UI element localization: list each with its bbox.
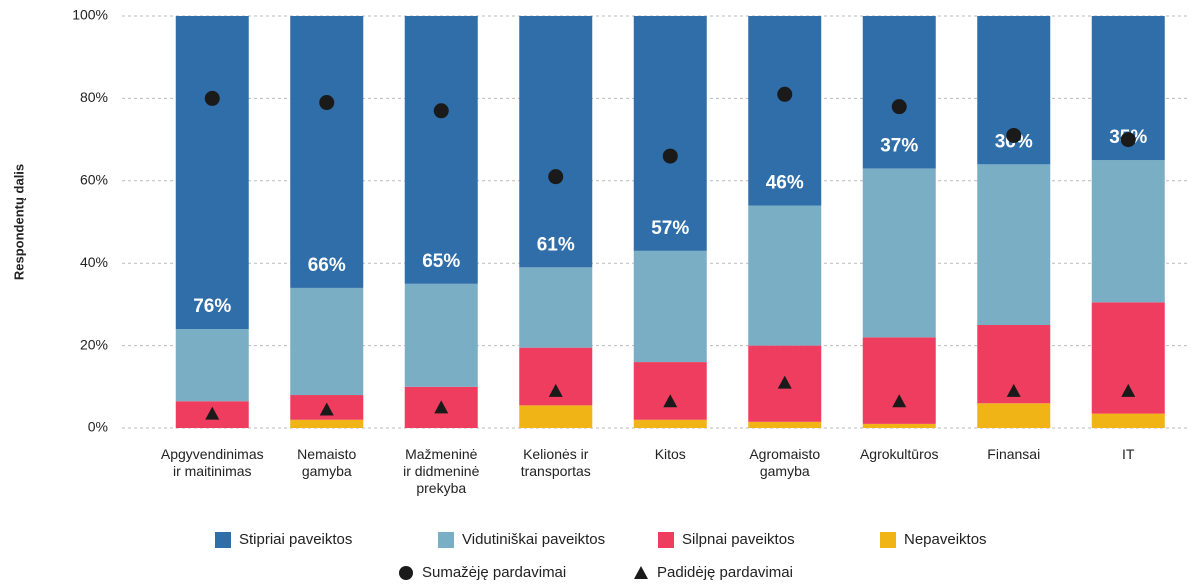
y-tick-label: 20% [80,336,108,352]
x-tick-label: Apgyvendinimas ir maitinimas [160,446,264,479]
marker-circle [433,103,449,119]
bar-segment [862,16,936,169]
bar-segment [1091,413,1165,428]
marker-circle [1120,132,1136,148]
marker-triangle [1006,383,1021,397]
bar-segment [633,16,707,251]
bar-segment [519,267,593,348]
marker-triangle [434,400,449,414]
y-axis-label: Respondentų dalis [11,164,26,280]
legend-swatch [880,532,896,548]
bar-segment [175,329,249,402]
marker-triangle [205,406,220,420]
y-tick-label: 40% [80,254,108,270]
x-tick-label: Mažmeninė ir didmeninė prekyba [403,446,480,496]
marker-triangle [777,375,792,389]
bar-segment [748,16,822,206]
bar-segment [748,205,822,346]
value-label: 46% [766,173,804,194]
marker-circle [891,99,907,115]
x-tick-label: Agrokultūros [859,446,939,462]
marker-triangle [1121,383,1136,397]
legend-swatch [658,532,674,548]
legend-label: Nepaveiktos [904,531,987,548]
bar-segment [862,168,936,338]
y-tick-label: 80% [80,89,108,105]
marker-circle [319,95,335,111]
value-label: 76% [193,296,231,317]
value-label: 37% [880,135,918,156]
bar-segment [519,405,593,428]
marker-triangle [663,394,678,408]
bar-segment [862,423,936,428]
bar-segment [977,403,1051,428]
legend-label: Padidėję pardavimai [657,564,793,581]
legend-marker [399,566,413,580]
x-tick-label: Kitos [654,446,686,462]
y-tick-label: 100% [72,7,108,23]
marker-circle [548,169,564,185]
value-label: 65% [422,251,460,272]
x-tick-label: IT [1122,446,1135,462]
marker-triangle [548,383,563,397]
bar-segment [748,421,822,428]
bar-segment [862,337,936,424]
marker-circle [204,90,220,106]
y-tick-label: 60% [80,172,108,188]
bar-segment [1091,160,1165,303]
legend-marker [634,566,648,579]
value-label: 66% [308,255,346,276]
bar-segment [633,362,707,420]
legend-swatch [438,532,454,548]
bar-segment [175,16,249,330]
legend-label: Silpnai paveiktos [682,531,795,548]
y-tick-label: 0% [88,419,108,435]
bar-segment [977,164,1051,325]
x-tick-label: Nemaisto gamyba [297,446,357,479]
bar-segment [290,419,364,428]
bar-segment [404,283,478,387]
x-tick-label: Kelionės ir transportas [520,446,591,479]
marker-circle [662,148,678,164]
marker-circle [1006,127,1022,143]
value-label: 61% [537,234,575,255]
bar-segment [404,16,478,284]
marker-triangle [892,394,907,408]
bar-segment [290,287,364,396]
legend-label: Stipriai paveiktos [239,531,352,548]
x-tick-label: Finansai [987,446,1041,462]
value-label: 57% [651,218,689,239]
bar-segment [519,16,593,268]
legend-label: Vidutiniškai paveiktos [462,531,605,548]
x-tick-label: Agromaisto gamyba [749,446,821,479]
bar-segment [633,250,707,363]
bar-segment [290,16,364,288]
marker-circle [777,86,793,102]
marker-triangle [319,402,334,416]
bar-segment [633,419,707,428]
legend-swatch [215,532,231,548]
legend-label: Sumažėję pardavimai [422,564,566,581]
